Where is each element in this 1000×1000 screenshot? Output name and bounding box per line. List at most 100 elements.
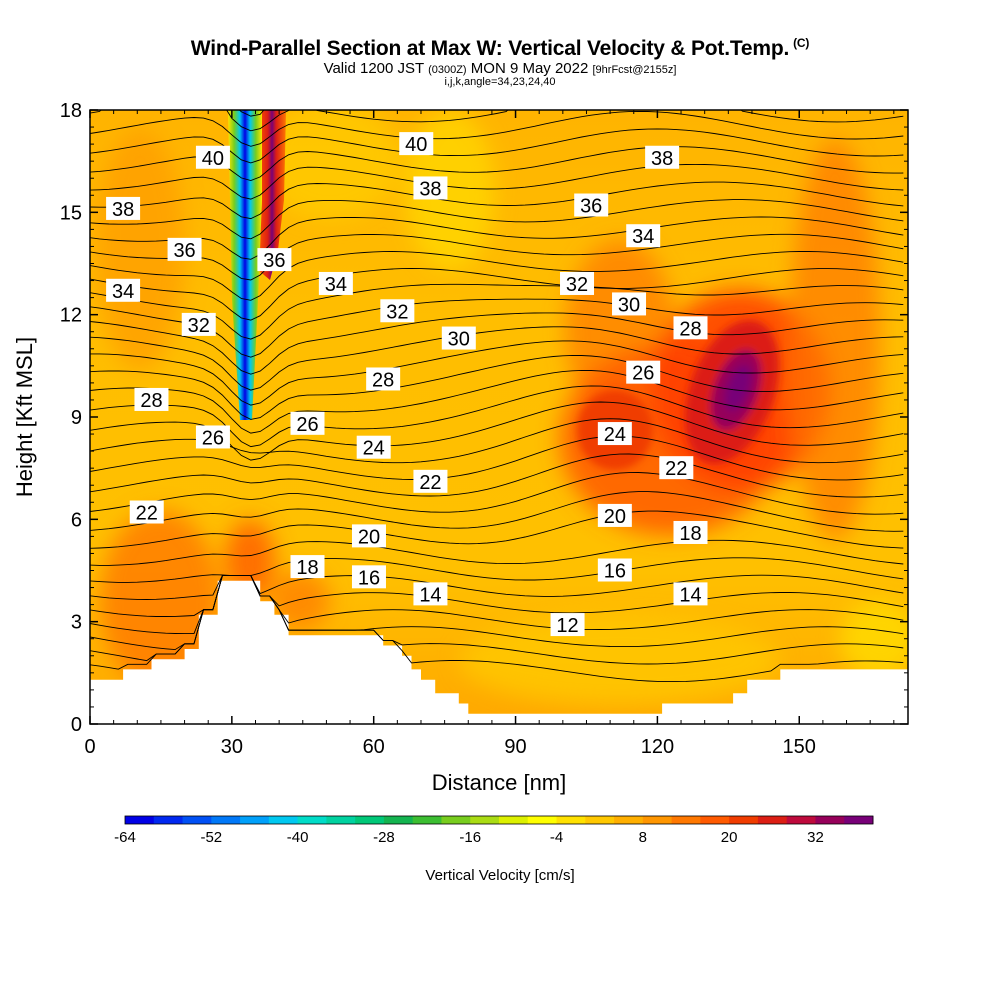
contour-label: 36 xyxy=(257,248,292,272)
plot-area: 40 40 38 38 38 36 36 36 34 34 34 32 32 32 30 30 28 28 28 26… xyxy=(90,110,908,724)
isentrope-line xyxy=(90,163,904,200)
contour-label: 24 xyxy=(356,435,391,460)
colorbar-swatch xyxy=(527,816,558,824)
contour-label-box xyxy=(413,469,448,493)
isentrope-line xyxy=(90,435,904,481)
contour-label-box xyxy=(356,435,391,459)
contour-label-text: 32 xyxy=(188,315,210,337)
contour-label: 14 xyxy=(413,582,448,606)
contour-label-text: 22 xyxy=(665,458,687,480)
contour-label-text: 18 xyxy=(679,523,701,545)
contour-label-text: 24 xyxy=(604,424,626,446)
isentrope-line xyxy=(90,510,904,549)
colorbar-swatch xyxy=(211,816,241,824)
colorbar-frame xyxy=(124,815,874,825)
contour-label-text: 16 xyxy=(358,567,380,589)
y-tick-label: 3 xyxy=(71,612,82,634)
contour-label: 26 xyxy=(195,425,230,449)
colorbar-label: Vertical Velocity [cm/s] xyxy=(425,867,574,884)
vv-patch xyxy=(790,140,880,540)
isentrope-line xyxy=(90,181,904,220)
contour-label: 16 xyxy=(597,558,632,583)
contour-label-text: 40 xyxy=(405,134,427,156)
contour-label: 40 xyxy=(399,132,434,156)
contour-label: 12 xyxy=(550,613,585,637)
x-tick-label: 90 xyxy=(504,736,526,758)
contour-label-box xyxy=(574,193,609,217)
isentrope-line xyxy=(90,199,904,240)
colorbar-swatch xyxy=(729,816,759,824)
y-tick-label: 9 xyxy=(71,407,82,429)
colorbar-swatch xyxy=(297,816,327,824)
contour-label-text: 26 xyxy=(202,427,224,449)
vv-patch xyxy=(840,600,908,680)
x-tick-label: 30 xyxy=(221,736,243,758)
colorbar-swatch xyxy=(182,816,212,824)
contour-label-box xyxy=(134,387,169,411)
contour-label-text: 34 xyxy=(632,226,654,248)
isentrope-line xyxy=(90,298,904,358)
contour-label-text: 38 xyxy=(112,199,134,221)
colorbar-tick-label: 20 xyxy=(721,829,738,846)
contour-label-text: 32 xyxy=(386,301,408,323)
contour-label-text: 24 xyxy=(363,438,385,460)
y-axis-label: Height [Kft MSL] xyxy=(12,337,37,497)
vv-patch xyxy=(225,520,275,600)
y-tick-label: 18 xyxy=(60,100,82,122)
contour-label-box xyxy=(399,132,434,156)
contour-label-box xyxy=(257,248,292,272)
contour-label-text: 30 xyxy=(618,294,640,316)
x-tick-label: 150 xyxy=(783,736,816,758)
contour-label-text: 18 xyxy=(296,557,318,579)
isentrope-line xyxy=(90,110,904,132)
colorbar-swatch xyxy=(700,816,730,824)
contour-label: 30 xyxy=(612,292,647,316)
contour-label-box xyxy=(106,278,141,302)
updraft-plume xyxy=(258,110,286,280)
colorbar-swatch xyxy=(153,816,184,824)
contour-label-box xyxy=(413,582,448,606)
isentrope-line xyxy=(90,110,904,147)
y-tick-label: 12 xyxy=(60,305,82,327)
contour-label-box xyxy=(626,360,661,384)
y-tick-label: 15 xyxy=(60,202,82,224)
contour-label-box xyxy=(351,524,386,548)
isentrope-line xyxy=(90,340,904,406)
contour-label-text: 28 xyxy=(372,369,394,391)
colorbar-swatch xyxy=(355,816,385,824)
colorbar-swatch xyxy=(614,816,644,824)
isentrope-line xyxy=(90,491,904,532)
contour-label-text: 26 xyxy=(632,363,654,385)
isentrope-line xyxy=(90,574,904,600)
contour-label-box xyxy=(351,565,386,589)
contour-label-text: 32 xyxy=(566,274,588,296)
isentrope-line xyxy=(90,283,904,340)
contour-label: 18 xyxy=(290,555,325,579)
contour-label-text: 26 xyxy=(296,414,318,436)
contour-label: 38 xyxy=(645,145,680,170)
colorbar-swatch xyxy=(815,816,845,824)
contour-label: 34 xyxy=(106,278,141,303)
contour-label-text: 30 xyxy=(448,329,470,351)
colorbar-swatch xyxy=(326,816,356,824)
contour-label-box xyxy=(195,425,230,449)
contour-label-box xyxy=(659,456,694,480)
isentrope-line xyxy=(90,233,904,281)
contour-label: 16 xyxy=(351,565,386,589)
pot-temp-contour-labels: 40 40 38 38 38 36 36 36 34 34 34 32 32 32 30 30 28 28 28 26… xyxy=(106,132,708,637)
contour-label-text: 14 xyxy=(679,584,701,606)
isentrope-line xyxy=(90,539,904,566)
colorbar-swatch xyxy=(642,816,673,824)
contour-label-text: 16 xyxy=(604,561,626,583)
downdraft-plume xyxy=(228,110,262,420)
colorbar-tick-label: -64 xyxy=(114,829,136,846)
contour-label-text: 38 xyxy=(651,148,673,170)
contour-label-box xyxy=(318,271,353,295)
isentrope-line xyxy=(90,251,904,301)
contour-label: 32 xyxy=(560,271,595,296)
x-axis: 0 30 60 90 120 150 xyxy=(84,110,895,758)
contour-label: 24 xyxy=(597,422,632,446)
colorbar-swatch xyxy=(441,816,471,824)
